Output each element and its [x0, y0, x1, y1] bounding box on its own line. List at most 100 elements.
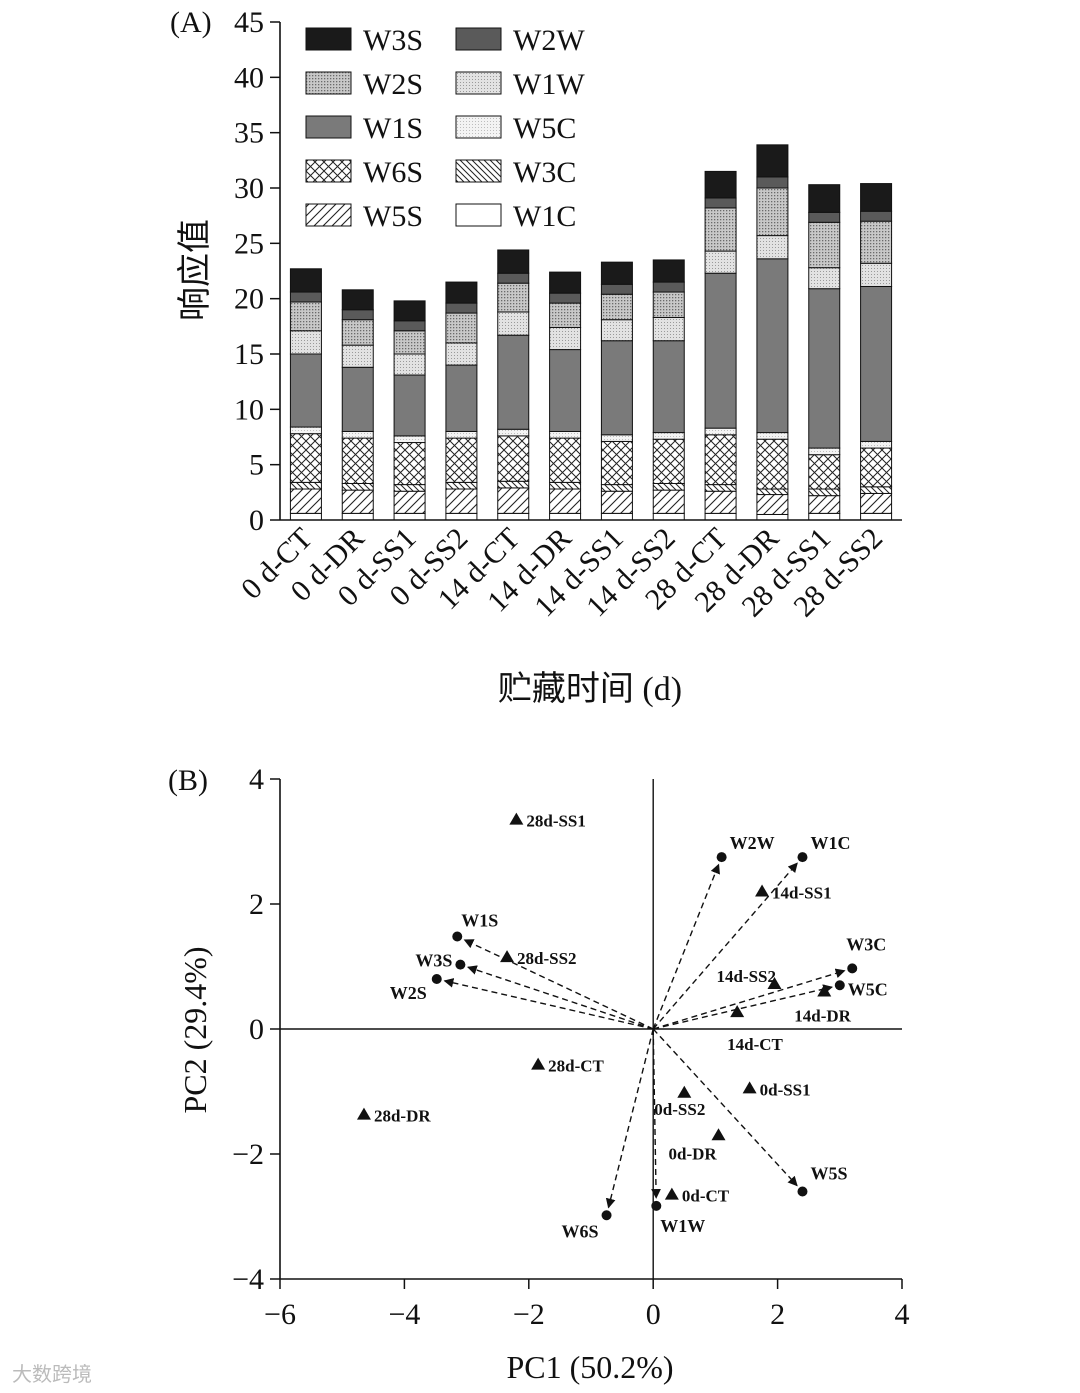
y-tick-label: 30 — [234, 172, 264, 205]
loading-dot — [834, 980, 845, 991]
loading-arrow — [652, 862, 798, 1030]
bar-segment-W6S — [652, 438, 685, 484]
loading-W2W: W2W — [652, 833, 775, 1030]
x-tick-label: −4 — [388, 1298, 420, 1331]
loading-label: W5C — [848, 979, 888, 999]
y-tick-label: 20 — [234, 283, 264, 316]
sample-triangle — [531, 1057, 546, 1070]
bar-segment-W1S — [652, 340, 685, 434]
panel-a-legend: W3S W2W W2S W1W W1S W5C W6S W3C W5S W1C — [305, 24, 585, 233]
loading-label: W2S — [390, 983, 427, 1003]
sample-label: 0d-SS1 — [760, 1080, 811, 1099]
loading-W3C: W3C — [652, 934, 886, 1030]
y-tick-label: 5 — [249, 449, 264, 482]
loading-W1W: W1W — [651, 1028, 705, 1236]
bar-segment-W5C — [549, 430, 582, 439]
loading-W2S: W2S — [390, 974, 654, 1030]
bar-segment-W1W — [600, 319, 633, 342]
sample-label: 28d-SS1 — [526, 812, 586, 831]
bar-segment-W6S — [341, 437, 374, 484]
sample-triangle — [664, 1187, 679, 1200]
bar-segment-W5S — [756, 494, 789, 515]
loading-dot — [455, 959, 466, 970]
loading-label: W2W — [730, 833, 775, 853]
legend-swatch — [455, 115, 502, 139]
bar-segment-W1C — [600, 512, 633, 521]
legend-swatch — [305, 27, 352, 51]
bar-segment-W1W — [549, 326, 582, 351]
sample-14d-CT: 14d-CT — [727, 1005, 784, 1054]
bar-segment-W2S — [289, 301, 322, 332]
bar-segment-W1C — [341, 512, 374, 521]
legend-item-W3C: W3C — [455, 156, 576, 189]
legend-label: W6S — [363, 156, 423, 189]
bar-segment-W2W — [497, 272, 530, 284]
loading-arrow — [467, 965, 654, 1030]
legend-swatch — [455, 27, 502, 51]
bar-segment-W1C — [289, 512, 322, 521]
panel-a-y-axis-title: 响应值 — [176, 219, 214, 321]
sample-14d-SS1: 14d-SS1 — [755, 884, 832, 903]
bar-segment-W2S — [341, 319, 374, 346]
bar-segment-W1C — [393, 512, 426, 521]
legend-swatch — [305, 115, 352, 139]
loading-arrow — [651, 1028, 661, 1199]
bar-segment-W2S — [445, 312, 478, 344]
legend-item-W2W: W2W — [455, 24, 585, 57]
bar-segment-W2W — [756, 176, 789, 189]
bar-segment-W5S — [549, 488, 582, 514]
loading-dot — [847, 963, 858, 974]
bar-segment-W2W — [445, 302, 478, 314]
bar-segment-W3C — [341, 482, 374, 491]
bar-segment-W6S — [756, 438, 789, 490]
bar-segment-W3S — [704, 170, 737, 199]
watermark: 大数跨境 — [12, 1362, 92, 1386]
bar-segment-W3C — [497, 480, 530, 489]
bar-segment-W1S — [497, 334, 530, 430]
legend-swatch — [455, 203, 502, 227]
legend-label: W3C — [513, 156, 576, 189]
loading-W5C: W5C — [653, 979, 888, 1030]
bar-segment-W3S — [756, 144, 789, 178]
sample-28d-SS1: 28d-SS1 — [509, 812, 586, 831]
bar-segment-W1W — [652, 316, 685, 342]
sample-triangle — [356, 1107, 371, 1120]
bar-segment-W2W — [341, 309, 374, 321]
panel-b-sample-points: 28d-SS1 14d-SS1 28d-SS2 14d-SS2 14d-DR 14d-CT… — [356, 812, 852, 1206]
sample-label: 28d-DR — [374, 1107, 431, 1126]
bar-segment-W1S — [289, 353, 322, 428]
bar-segment-W1S — [704, 272, 737, 429]
panel-b-loading-vectors: W2W W1C W1S W3S W2S W3C W5C W5S W6S W1W — [390, 833, 888, 1241]
sample-label: 28d-CT — [548, 1057, 604, 1076]
bar-segment-W1C — [497, 512, 530, 521]
sample-14d-SS2: 14d-SS2 — [716, 967, 782, 989]
legend-item-W2S: W2S — [305, 68, 423, 101]
sample-triangle — [677, 1085, 692, 1098]
legend-label: W5S — [363, 200, 423, 233]
bar-segment-W1S — [756, 258, 789, 434]
x-tick-label: −2 — [513, 1298, 545, 1331]
bar-segment-W3S — [652, 259, 685, 283]
loading-arrow — [652, 968, 846, 1030]
bar-segment-W6S — [445, 437, 478, 483]
panel-a-x-axis-title: 贮藏时间 (d) — [498, 670, 682, 708]
x-tick-label: 0 — [646, 1298, 661, 1331]
bar-segment-W2S — [497, 282, 530, 313]
sample-triangle — [500, 950, 515, 963]
panel-a-stacked-bar-chart: (A) 0 5 10 15 20 25 30 35 40 45 0 d-CT0 d-DR0 d-S… — [170, 6, 902, 708]
legend-label: W1C — [513, 200, 576, 233]
bar-segment-W2W — [600, 283, 633, 295]
loading-W1S: W1S — [452, 911, 654, 1030]
legend-swatch — [305, 71, 352, 95]
sample-0d-SS1: 0d-SS1 — [742, 1080, 811, 1099]
bar-segment-W1W — [808, 267, 841, 290]
bar-segment-W5C — [652, 432, 685, 440]
panel-a-y-axis: 0 5 10 15 20 25 30 35 40 45 — [234, 6, 280, 537]
bar-segment-W6S — [393, 442, 426, 486]
bar-segment-W1C — [445, 512, 478, 521]
bar-segment-W5C — [860, 440, 893, 449]
panel-a-label: (A) — [170, 6, 212, 39]
bar-segment-W2S — [600, 293, 633, 321]
